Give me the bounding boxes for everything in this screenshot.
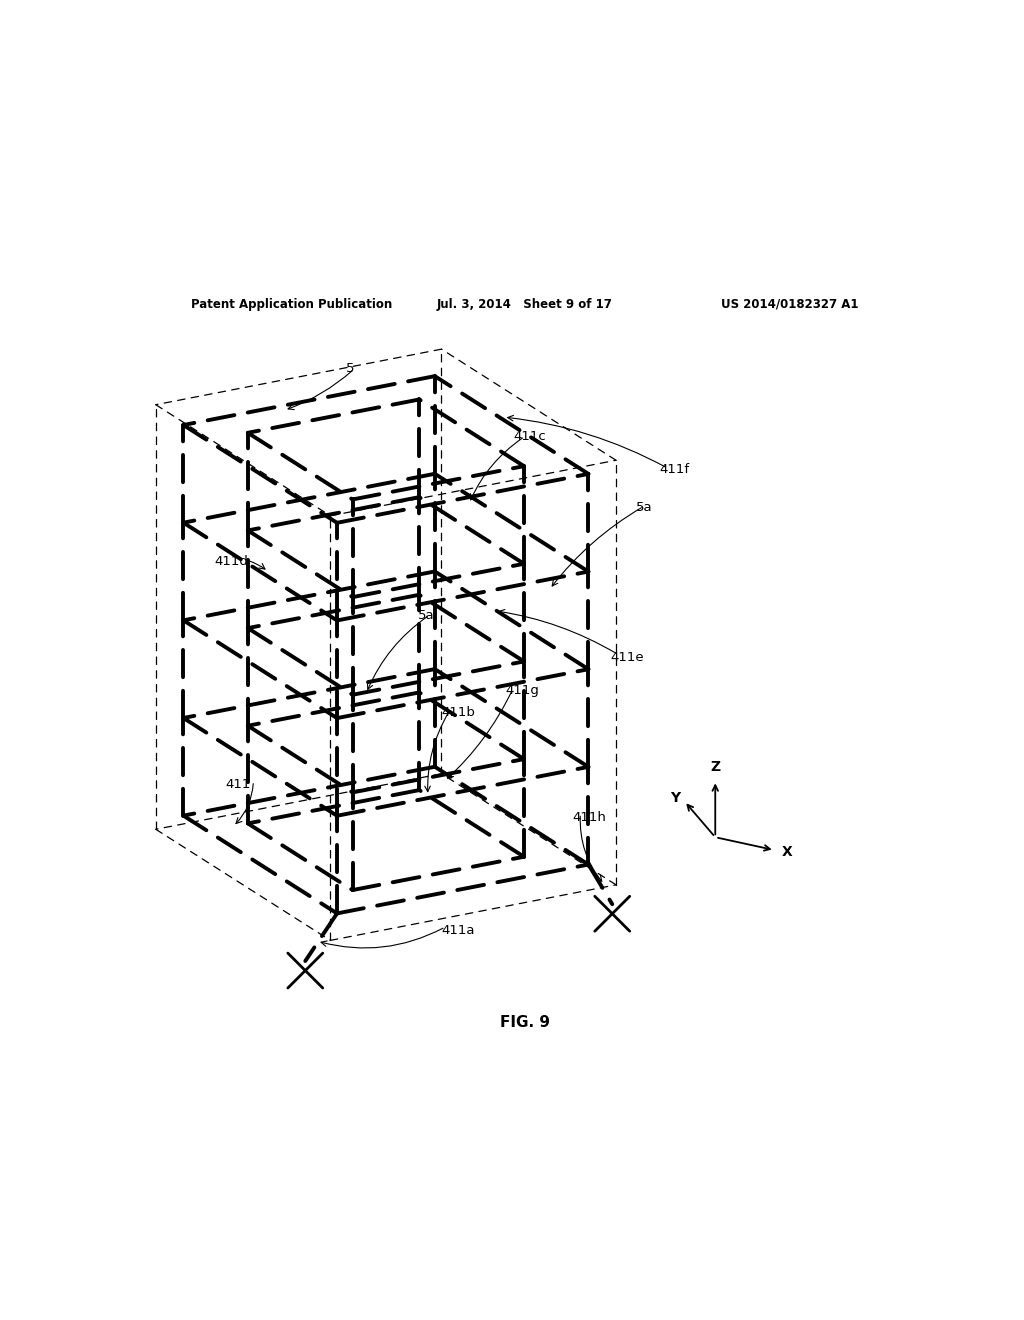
Text: Patent Application Publication: Patent Application Publication xyxy=(191,297,393,310)
Text: 411d: 411d xyxy=(215,556,249,569)
Text: US 2014/0182327 A1: US 2014/0182327 A1 xyxy=(721,297,858,310)
Text: 5a: 5a xyxy=(418,609,434,622)
Text: 5a: 5a xyxy=(636,502,652,515)
Text: 411e: 411e xyxy=(610,651,644,664)
Text: Z: Z xyxy=(711,760,720,775)
Text: 411f: 411f xyxy=(659,463,690,477)
Text: Y: Y xyxy=(670,791,680,804)
Text: Jul. 3, 2014   Sheet 9 of 17: Jul. 3, 2014 Sheet 9 of 17 xyxy=(437,297,612,310)
Text: 411c: 411c xyxy=(513,430,546,444)
Text: 411a: 411a xyxy=(441,924,475,937)
Text: X: X xyxy=(781,845,792,859)
Text: FIG. 9: FIG. 9 xyxy=(500,1015,550,1030)
Text: 411b: 411b xyxy=(441,706,475,719)
Text: 5: 5 xyxy=(346,363,354,375)
Text: 411: 411 xyxy=(225,777,251,791)
Text: 411h: 411h xyxy=(572,810,606,824)
Text: 411g: 411g xyxy=(505,684,539,697)
